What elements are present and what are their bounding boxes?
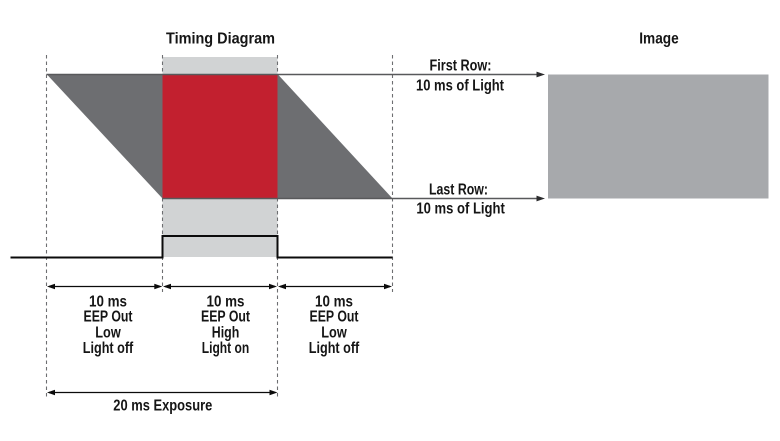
svg-text:High: High — [212, 325, 240, 342]
svg-text:EEP Out: EEP Out — [201, 309, 251, 326]
svg-text:Light off: Light off — [83, 340, 134, 357]
svg-text:20 ms Exposure: 20 ms Exposure — [113, 397, 212, 414]
svg-text:10 ms: 10 ms — [207, 294, 245, 311]
svg-text:10 ms of Light: 10 ms of Light — [416, 77, 505, 94]
svg-text:Timing Diagram: Timing Diagram — [166, 30, 275, 47]
svg-text:Image: Image — [639, 30, 679, 47]
svg-text:Low: Low — [321, 325, 347, 342]
svg-text:Light on: Light on — [202, 340, 250, 357]
svg-text:EEP Out: EEP Out — [310, 309, 360, 326]
svg-text:Last Row:: Last Row: — [429, 181, 488, 198]
svg-text:Low: Low — [95, 325, 121, 342]
svg-text:Light off: Light off — [309, 340, 360, 357]
svg-text:First Row:: First Row: — [430, 57, 492, 74]
svg-text:10 ms: 10 ms — [315, 294, 353, 311]
svg-text:10 ms: 10 ms — [89, 294, 127, 311]
svg-text:10 ms of Light: 10 ms of Light — [416, 200, 505, 217]
svg-text:EEP Out: EEP Out — [84, 309, 134, 326]
